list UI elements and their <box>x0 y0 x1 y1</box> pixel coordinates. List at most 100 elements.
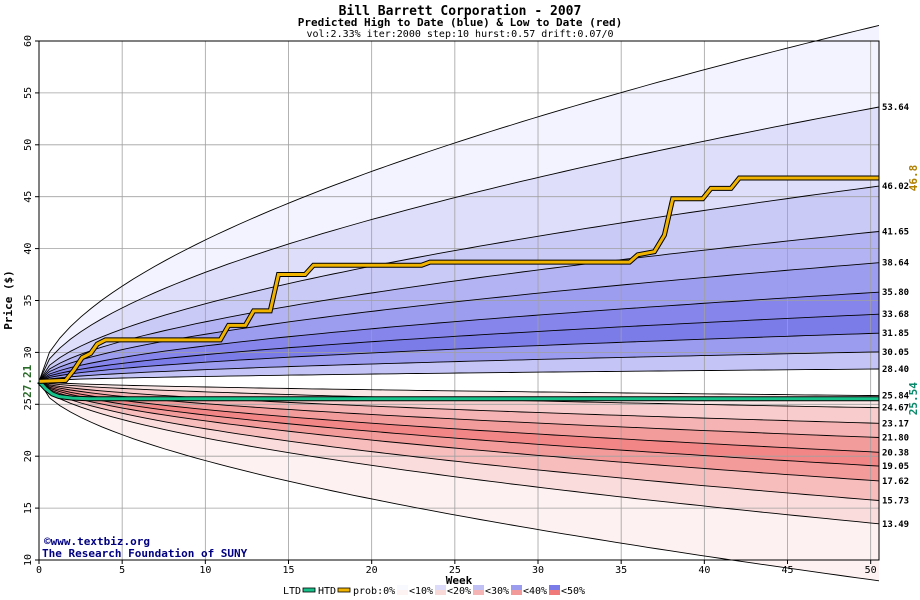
x-tick-label: 35 <box>615 565 627 576</box>
band-low-7 <box>39 381 879 524</box>
band-high-8 <box>39 351 879 382</box>
legend-ltd-swatch <box>302 587 316 593</box>
x-axis-label: Week <box>446 574 473 587</box>
chart-title: Bill Barrett Corporation - 2007 <box>339 4 582 19</box>
band-low-3 <box>39 381 879 453</box>
y-tick-label: 10 <box>23 554 34 566</box>
right-label: 53.64 <box>882 103 910 113</box>
x-tick-label: 15 <box>282 565 294 576</box>
y-axis: 10 15 20 25 30 35 40 45 50 55 60 <box>23 35 39 566</box>
band-high-0 <box>39 25 879 382</box>
legend-swatch-red <box>397 590 408 595</box>
right-label: 13.49 <box>882 520 909 530</box>
percentile-line-7 <box>38 332 880 382</box>
legend-item-label: <30% <box>485 586 509 597</box>
percentile-line-10 <box>38 380 880 397</box>
right-label: 30.05 <box>882 348 909 358</box>
percentile-line-8 <box>38 351 880 382</box>
htd-final-label: 46.8 <box>907 165 920 192</box>
legend: LTD HTD prob:0% <10% <20% <30% <40% <50% <box>283 585 585 597</box>
band-high-3 <box>39 231 879 382</box>
right-label: 25.84 <box>882 392 910 402</box>
percentile-line-5 <box>38 291 880 382</box>
percentile-line-16 <box>38 381 880 482</box>
percentile-line-19 <box>38 381 880 582</box>
legend-ltd-label: LTD <box>283 586 301 597</box>
series-lines <box>37 175 879 402</box>
y-tick-label: 55 <box>23 87 34 99</box>
percentile-line-3 <box>38 231 880 382</box>
band-high-7 <box>39 333 879 382</box>
y-tick-label: 15 <box>23 502 34 514</box>
right-label: 33.68 <box>882 310 909 320</box>
legend-swatch-blue <box>397 585 408 590</box>
ltd-line <box>37 380 879 401</box>
band-low-1 <box>39 381 879 424</box>
x-tick-label: 20 <box>366 565 378 576</box>
percentile-line-0 <box>38 24 880 382</box>
legend-item-label: <10% <box>409 586 433 597</box>
credit-url: ©www.textbiz.org <box>44 535 150 548</box>
percentile-lines <box>38 24 880 582</box>
legend-swatch-red <box>511 590 522 595</box>
x-tick-label: 10 <box>199 565 211 576</box>
band-high-6 <box>39 314 879 382</box>
band-low-6 <box>39 381 879 501</box>
right-label: 19.05 <box>882 462 909 472</box>
legend-swatch-blue <box>435 585 446 590</box>
band-low-2 <box>39 381 879 438</box>
y-tick-label: 50 <box>23 139 34 151</box>
x-tick-label: 5 <box>119 565 125 576</box>
start-price-label: 27.21 <box>21 364 34 397</box>
credit-org: The Research Foundation of SUNY <box>42 547 248 560</box>
percentile-line-1 <box>38 106 880 382</box>
percentile-line-18 <box>38 381 880 525</box>
y-tick-label: 20 <box>23 450 34 462</box>
band-high-4 <box>39 262 879 382</box>
y-tick-label: 45 <box>23 191 34 203</box>
htd-line <box>38 176 879 383</box>
y-tick-label: 60 <box>23 35 34 47</box>
percentile-line-14 <box>38 381 880 453</box>
percentile-line-13 <box>38 380 880 438</box>
ltd-final-label: 25.54 <box>907 382 920 415</box>
right-label: 41.65 <box>882 227 909 237</box>
x-axis: 0 5 10 15 20 25 30 35 40 45 50 <box>36 560 877 576</box>
percentile-line-2 <box>38 185 880 382</box>
right-label: 17.62 <box>882 477 909 487</box>
y-tick-label: 35 <box>23 294 34 306</box>
percentile-line-17 <box>38 381 880 501</box>
x-tick-label: 0 <box>36 565 42 576</box>
x-tick-label: 30 <box>532 565 544 576</box>
legend-htd-label: HTD <box>318 586 336 597</box>
legend-htd-swatch <box>337 587 351 593</box>
band-low-4 <box>39 381 879 467</box>
right-label: 15.73 <box>882 497 909 507</box>
right-label: 35.80 <box>882 288 909 298</box>
band-low-8 <box>39 381 879 581</box>
x-tick-label: 50 <box>865 565 877 576</box>
right-labels: 53.64 46.02 41.65 38.64 35.80 33.68 31.85 30.05… <box>882 103 910 530</box>
legend-swatch-red <box>473 590 484 595</box>
legend-swatch-blue <box>511 585 522 590</box>
chart-subtitle: Predicted High to Date (blue) & Low to D… <box>298 16 623 29</box>
legend-swatch-blue <box>473 585 484 590</box>
percentile-line-9 <box>38 368 880 382</box>
right-label: 28.40 <box>882 365 909 375</box>
legend-item-label: <40% <box>523 586 547 597</box>
percentile-bands <box>39 25 879 581</box>
legend-item-label: <20% <box>447 586 471 597</box>
band-high-5 <box>39 292 879 382</box>
percentile-line-6 <box>38 313 880 382</box>
legend-swatch-red <box>549 590 560 595</box>
legend-swatch-red <box>435 590 446 595</box>
right-label: 31.85 <box>882 329 909 339</box>
y-tick-label: 40 <box>23 243 34 255</box>
legend-swatch-blue <box>549 585 560 590</box>
band-high-1 <box>39 107 879 382</box>
right-label: 23.17 <box>882 419 909 429</box>
chart-params: vol:2.33% iter:2000 step:10 hurst:0.57 d… <box>306 29 613 40</box>
x-tick-label: 25 <box>449 565 461 576</box>
right-label: 46.02 <box>882 182 909 192</box>
